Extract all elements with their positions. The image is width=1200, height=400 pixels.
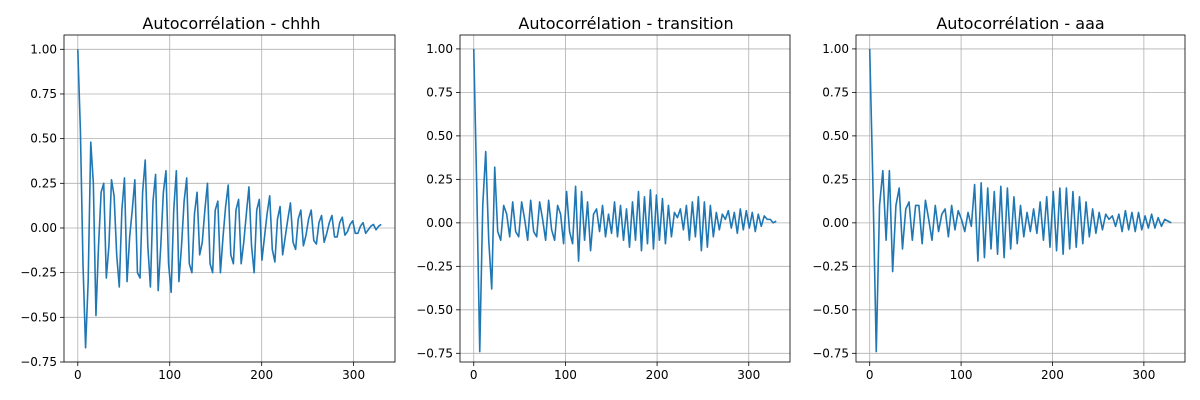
plot-area: 0 100 200 300 −0.75 −0.50 −0.25 0.00 0.25 0.50 0.7…: [812, 34, 1186, 382]
axes-frame: [855, 34, 1186, 363]
x-tick-label: 100: [554, 368, 577, 382]
y-tick-label: 1.00: [822, 42, 849, 56]
x-tick-label: 100: [158, 368, 181, 382]
y-tick-label: 0.25: [426, 172, 453, 186]
y-tick-label: −0.50: [416, 303, 453, 317]
y-tick-label: 0.00: [426, 216, 453, 230]
chart-title: Autocorrélation - transition: [518, 14, 733, 33]
x-tick-label: 200: [646, 368, 669, 382]
y-tick-label: −0.25: [20, 266, 57, 280]
y-tick-label: 0.50: [30, 132, 57, 146]
subplot-chhh: Autocorrélation - chhh 0 100 200 300 −0.75 −0…: [20, 14, 396, 382]
series-line: [472, 48, 777, 353]
series-line: [868, 48, 1172, 353]
axes-frame: [459, 34, 791, 363]
y-tick-label: 0.25: [822, 172, 849, 186]
y-tick-label: −0.75: [812, 346, 849, 360]
plot-area: 0 100 200 300 −0.75 −0.50 −0.25 0.00 0.25 0.50 0.7…: [20, 34, 396, 382]
series-line: [76, 49, 382, 349]
axes-frame: [63, 34, 396, 363]
x-tick-label: 200: [1041, 368, 1064, 382]
y-tick-label: 0.00: [822, 216, 849, 230]
x-tick-label: 300: [1132, 368, 1155, 382]
x-tick-label: 300: [342, 368, 365, 382]
x-tick-label: 300: [737, 368, 760, 382]
y-tick-label: 0.75: [426, 85, 453, 99]
x-tick-label: 0: [74, 368, 82, 382]
y-tick-label: −0.25: [416, 259, 453, 273]
y-tick-label: 0.25: [30, 176, 57, 190]
y-tick-label: 0.75: [30, 87, 57, 101]
y-tick-label: −0.25: [812, 259, 849, 273]
y-tick-label: 0.50: [822, 129, 849, 143]
subplot-aaa: Autocorrélation - aaa 0 100 200 300 −0.75 −0.…: [812, 14, 1186, 382]
y-tick-label: −0.75: [20, 355, 57, 369]
y-tick-label: 1.00: [30, 42, 57, 56]
subplot-transition: Autocorrélation - transition 0 100 200 300 −…: [416, 14, 791, 382]
x-tick-label: 100: [950, 368, 973, 382]
x-tick-label: 0: [470, 368, 478, 382]
chart-title: Autocorrélation - aaa: [936, 14, 1104, 33]
y-tick-label: 0.75: [822, 85, 849, 99]
x-tick-label: 200: [250, 368, 273, 382]
y-tick-label: −0.50: [20, 310, 57, 324]
y-tick-label: 0.50: [426, 129, 453, 143]
plot-area: 0 100 200 300 −0.75 −0.50 −0.25 0.00 0.25 0.50 0.7…: [416, 34, 791, 382]
x-tick-label: 0: [866, 368, 874, 382]
chart-title: Autocorrélation - chhh: [142, 14, 320, 33]
y-tick-label: 0.00: [30, 221, 57, 235]
y-tick-label: −0.50: [812, 303, 849, 317]
y-tick-label: 1.00: [426, 42, 453, 56]
y-tick-label: −0.75: [416, 346, 453, 360]
